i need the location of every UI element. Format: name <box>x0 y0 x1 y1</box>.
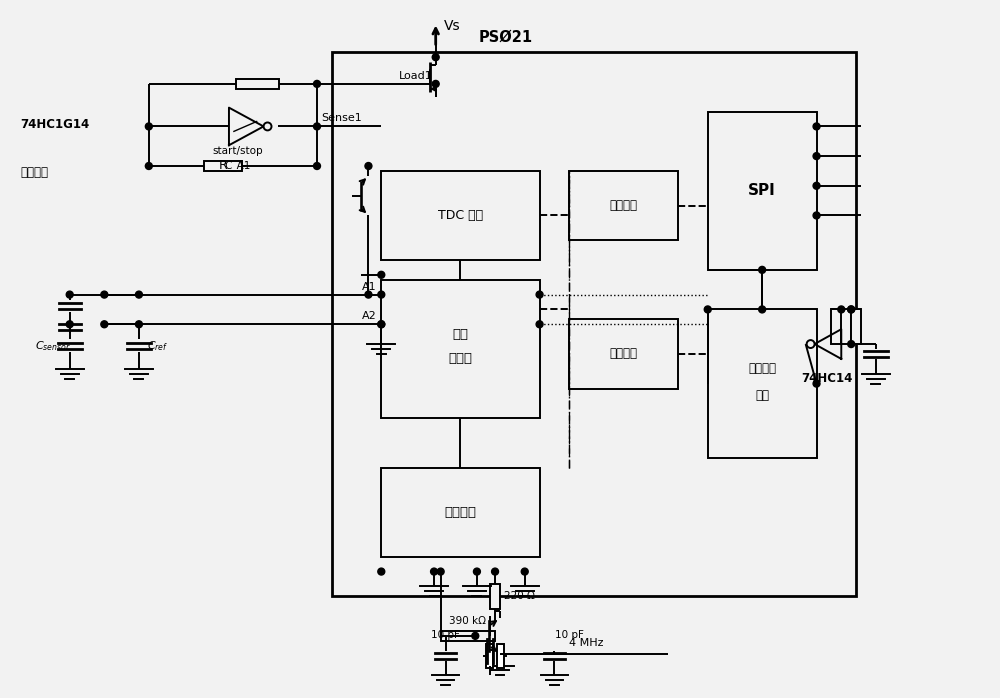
Text: TDC 单元: TDC 单元 <box>438 209 483 222</box>
Text: C_A1: C_A1 <box>225 161 251 172</box>
Text: PSØ21: PSØ21 <box>479 29 533 45</box>
Circle shape <box>536 291 543 298</box>
Bar <box>708 309 817 458</box>
Circle shape <box>145 163 152 170</box>
Circle shape <box>759 306 766 313</box>
Circle shape <box>813 153 820 160</box>
Circle shape <box>848 341 855 348</box>
Circle shape <box>472 632 479 639</box>
Text: R: R <box>219 160 227 172</box>
Text: 220 Ω: 220 Ω <box>504 591 535 601</box>
Text: 模拟开关: 模拟开关 <box>20 166 48 179</box>
Circle shape <box>437 568 444 575</box>
Circle shape <box>378 568 385 575</box>
Bar <box>831 309 841 344</box>
Circle shape <box>492 568 499 575</box>
Text: 模块: 模块 <box>755 389 769 402</box>
Bar <box>851 309 861 344</box>
Circle shape <box>813 182 820 189</box>
Bar <box>486 644 493 667</box>
Circle shape <box>365 291 372 298</box>
Text: 390 kΩ: 390 kΩ <box>449 616 486 626</box>
Circle shape <box>536 321 543 328</box>
Text: 温度补偿: 温度补偿 <box>748 362 776 376</box>
Circle shape <box>813 212 820 219</box>
Circle shape <box>759 267 766 274</box>
Bar <box>708 112 817 270</box>
Text: 读寄存器: 读寄存器 <box>610 199 638 212</box>
Text: $C_{ref}$: $C_{ref}$ <box>147 339 168 353</box>
Circle shape <box>704 306 711 313</box>
Circle shape <box>101 321 108 328</box>
Circle shape <box>432 80 439 87</box>
Text: $C_{sensor}$: $C_{sensor}$ <box>35 339 71 353</box>
Circle shape <box>378 321 385 328</box>
Bar <box>569 319 678 389</box>
Circle shape <box>813 123 820 130</box>
Bar <box>497 644 504 667</box>
Circle shape <box>432 54 439 61</box>
Circle shape <box>264 122 271 131</box>
Text: start/stop: start/stop <box>213 146 263 156</box>
Circle shape <box>848 306 855 313</box>
Text: 4 MHz: 4 MHz <box>569 638 604 648</box>
Text: 10 pF: 10 pF <box>431 630 460 640</box>
Circle shape <box>314 163 320 170</box>
Bar <box>332 52 856 596</box>
Circle shape <box>314 123 320 130</box>
Circle shape <box>838 306 845 313</box>
Text: 10 pF: 10 pF <box>555 630 584 640</box>
Circle shape <box>521 568 528 575</box>
Circle shape <box>807 340 815 348</box>
Text: 序列: 序列 <box>452 327 468 341</box>
Text: 74HC14: 74HC14 <box>801 371 852 385</box>
Text: SPI: SPI <box>748 184 776 198</box>
Circle shape <box>378 272 385 279</box>
Circle shape <box>813 380 820 387</box>
Circle shape <box>431 568 438 575</box>
Circle shape <box>66 321 73 328</box>
Text: 写寄存器: 写寄存器 <box>610 348 638 360</box>
Circle shape <box>135 291 142 298</box>
Bar <box>490 584 500 609</box>
Text: Load1: Load1 <box>399 71 433 81</box>
Circle shape <box>135 321 142 328</box>
Text: 74HC1G14: 74HC1G14 <box>20 118 89 131</box>
Circle shape <box>101 291 108 298</box>
Circle shape <box>473 568 480 575</box>
Circle shape <box>66 291 73 298</box>
Text: Sense1: Sense1 <box>321 114 362 124</box>
Bar <box>569 171 678 240</box>
Circle shape <box>145 123 152 130</box>
Circle shape <box>378 291 385 298</box>
Text: 发生器: 发生器 <box>448 352 472 365</box>
Bar <box>381 468 540 557</box>
Bar <box>236 79 279 89</box>
Bar <box>381 280 540 418</box>
Text: A2: A2 <box>362 311 376 321</box>
Circle shape <box>378 321 385 328</box>
Text: Vs: Vs <box>444 19 460 33</box>
Circle shape <box>848 306 855 313</box>
Bar <box>204 161 242 171</box>
Bar <box>381 171 540 260</box>
Bar <box>441 631 495 641</box>
Text: 时钟控制: 时钟控制 <box>444 506 476 519</box>
Text: A1: A1 <box>362 281 376 292</box>
Circle shape <box>314 80 320 87</box>
Circle shape <box>365 163 372 170</box>
